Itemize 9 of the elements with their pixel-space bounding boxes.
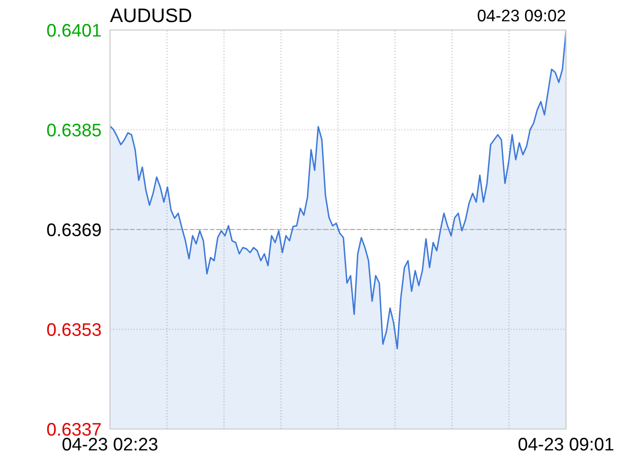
y-tick-label: 0.6385 <box>47 124 101 136</box>
y-tick-label: 0.6369 <box>47 223 101 236</box>
y-tick-label: 0.6353 <box>47 323 101 336</box>
x-tick-label: 04-23 02:23 <box>62 438 158 451</box>
chart-title: AUDUSD <box>110 8 192 22</box>
y-tick-label: 0.6401 <box>47 24 101 37</box>
x-tick-label: 04-23 09:01 <box>518 438 614 451</box>
text: 04-23 09:02 <box>478 10 566 22</box>
y-tick-label: 0.6337 <box>47 422 101 436</box>
